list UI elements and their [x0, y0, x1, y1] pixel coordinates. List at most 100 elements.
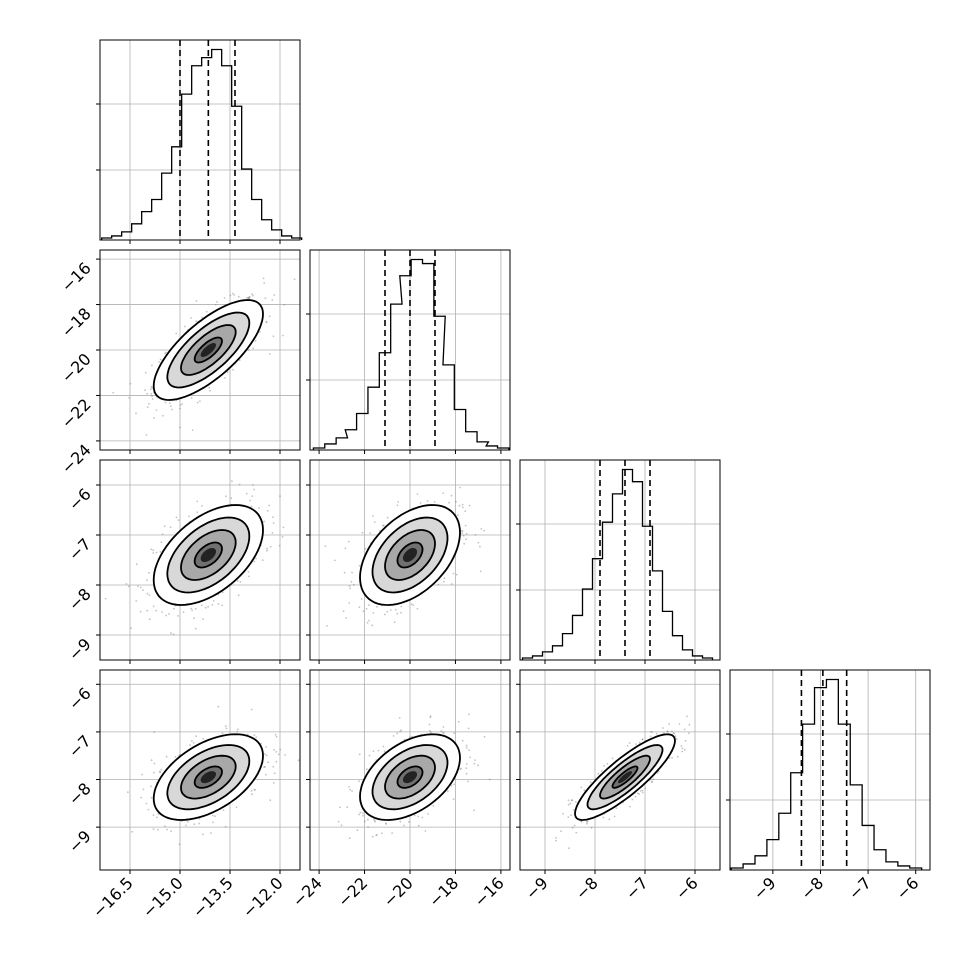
- scatter-point: [367, 826, 369, 829]
- scatter-point: [164, 401, 167, 404]
- scatter-point: [373, 819, 376, 822]
- scatter-point: [413, 814, 416, 817]
- scatter-point: [146, 406, 149, 408]
- scatter-point: [271, 532, 274, 534]
- scatter-point: [372, 515, 374, 517]
- scatter-point: [147, 808, 150, 811]
- scatter-point: [448, 501, 450, 504]
- scatter-point: [464, 524, 467, 527]
- scatter-point: [146, 579, 148, 582]
- scatter-point: [562, 812, 564, 815]
- scatter-point: [271, 299, 274, 301]
- scatter-point: [452, 572, 455, 575]
- scatter-point: [634, 795, 637, 798]
- scatter-point: [453, 732, 456, 734]
- scatter-point: [671, 730, 673, 733]
- scatter-point: [349, 788, 351, 791]
- scatter-point: [183, 325, 186, 328]
- histogram-bar-0-12: [222, 66, 232, 240]
- scatter-point: [200, 604, 203, 607]
- histogram-bar-0-8: [182, 94, 192, 240]
- histogram-bar-3-4: [779, 813, 791, 870]
- scatter-point: [429, 729, 431, 732]
- contour-2-0-2: [180, 529, 237, 581]
- scatter-point: [356, 829, 359, 832]
- scatter-point: [173, 607, 175, 610]
- scatter-point: [440, 730, 443, 732]
- scatter-point: [161, 533, 164, 536]
- contour-1-0-2: [180, 324, 237, 376]
- scatter-point: [226, 371, 229, 374]
- scatter-point: [351, 571, 353, 574]
- histogram-0: [101, 48, 303, 240]
- scatter-point: [380, 832, 383, 835]
- scatter-point: [269, 546, 272, 548]
- scatter-point: [429, 715, 432, 718]
- contour-1-0-0: [152, 299, 264, 401]
- scatter-point: [166, 828, 168, 831]
- scatter-point: [222, 809, 225, 811]
- histogram-1: [312, 258, 510, 450]
- scatter-point: [567, 816, 570, 818]
- scatter-point: [389, 609, 392, 611]
- scatter-point: [151, 364, 153, 367]
- y-tick-label: −9: [65, 634, 95, 664]
- scatter-point: [453, 783, 455, 786]
- scatter-point: [175, 516, 178, 519]
- panel-0-0: [96, 39, 303, 244]
- scatter-point: [142, 788, 145, 791]
- scatter-point: [410, 603, 413, 605]
- scatter-point: [170, 632, 172, 635]
- scatter-point: [196, 500, 199, 503]
- histogram-bar-3-10: [850, 785, 862, 870]
- scatter-point: [252, 484, 254, 486]
- scatter-point: [613, 815, 616, 818]
- scatter-point: [465, 763, 468, 765]
- x-tick-label: −16.5: [89, 873, 137, 921]
- scatter-point: [350, 580, 353, 583]
- scatter-point: [580, 786, 583, 789]
- scatter-point: [214, 303, 217, 306]
- scatter-point: [681, 747, 684, 750]
- scatter-point: [455, 573, 458, 576]
- scatter-point: [361, 531, 364, 534]
- scatter-point: [172, 633, 175, 636]
- scatter-point: [248, 297, 251, 300]
- histogram-bar-3-13: [886, 862, 898, 870]
- scatter-point: [125, 583, 128, 585]
- scatter-point: [152, 605, 155, 608]
- scatter-point: [236, 728, 239, 731]
- scatter-point: [676, 755, 679, 758]
- scatter-point: [560, 830, 562, 833]
- scatter-point: [144, 371, 147, 374]
- scatter-point: [567, 799, 570, 802]
- scatter-point: [368, 754, 371, 757]
- scatter-point: [468, 713, 470, 716]
- scatter-point: [465, 767, 468, 769]
- scatter-point: [362, 812, 364, 814]
- scatter-point: [262, 277, 265, 280]
- panel-2-0: −9 −8 −7 −6: [65, 459, 301, 665]
- scatter-point: [267, 761, 269, 764]
- scatter-point: [135, 600, 138, 602]
- contour-1-0-3: [193, 336, 223, 364]
- scatter-point: [165, 351, 168, 354]
- scatter-point: [251, 793, 254, 796]
- scatter-point: [358, 564, 361, 567]
- scatter-point: [221, 604, 224, 607]
- scatter-point: [675, 738, 678, 740]
- histogram-bar-2-7: [593, 559, 603, 660]
- scatter-point: [601, 770, 603, 772]
- x-tick-label: −7: [622, 873, 652, 903]
- scatter-point: [683, 728, 686, 731]
- scatter-point: [217, 603, 220, 605]
- scatter-point: [272, 782, 275, 784]
- scatter-point: [417, 815, 420, 818]
- scatter-point: [641, 738, 644, 741]
- scatter-point: [340, 824, 343, 827]
- scatter-point: [403, 824, 405, 827]
- scatter-point: [158, 361, 161, 363]
- x-tick-label: −18: [425, 873, 462, 910]
- scatter-point: [150, 785, 152, 788]
